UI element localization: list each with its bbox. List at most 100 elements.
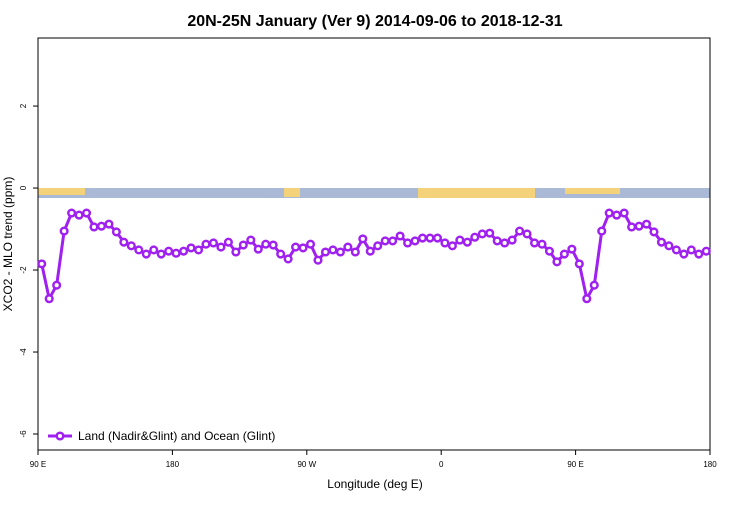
- ocean: [38, 188, 710, 198]
- legend-marker: [55, 431, 65, 441]
- plot-frame: [37, 37, 711, 451]
- point: [223, 237, 233, 247]
- point: [276, 249, 286, 259]
- point: [52, 280, 62, 290]
- point: [388, 236, 398, 246]
- point: [283, 254, 293, 264]
- y-tick-label: 0: [19, 185, 28, 190]
- point: [664, 241, 674, 251]
- point: [477, 229, 487, 239]
- point: [701, 246, 711, 256]
- point: [612, 210, 622, 220]
- point: [529, 238, 540, 248]
- point: [656, 237, 667, 247]
- point: [358, 234, 368, 244]
- x-tick-label: 180: [166, 460, 180, 469]
- point: [679, 249, 689, 259]
- point: [686, 245, 696, 255]
- point: [671, 245, 681, 255]
- point: [193, 245, 204, 255]
- point: [589, 280, 599, 290]
- point: [313, 255, 323, 265]
- point: [37, 259, 47, 269]
- point: [425, 233, 435, 243]
- land: [565, 188, 620, 194]
- point: [447, 241, 457, 251]
- point: [537, 239, 547, 249]
- point: [171, 248, 181, 258]
- point: [208, 238, 219, 248]
- y-tick-label: 2: [19, 103, 28, 108]
- y-tick-label: -4: [19, 348, 28, 356]
- point: [485, 228, 495, 238]
- point: [126, 241, 136, 251]
- land: [418, 188, 535, 198]
- y-axis-label: XCO2 - MLO trend (ppm): [1, 177, 15, 312]
- point: [694, 249, 704, 259]
- point: [141, 249, 151, 259]
- point: [500, 238, 510, 248]
- point: [216, 242, 226, 252]
- point: [104, 219, 114, 229]
- point: [134, 245, 144, 255]
- point: [74, 210, 84, 220]
- point: [574, 259, 584, 269]
- point: [365, 246, 375, 256]
- point: [335, 247, 345, 257]
- point: [432, 233, 443, 243]
- point: [59, 226, 69, 236]
- point: [268, 240, 278, 250]
- point: [179, 246, 189, 256]
- land: [284, 188, 300, 197]
- point: [619, 208, 629, 218]
- y-tick-label: -6: [19, 430, 28, 438]
- map-strip: [38, 188, 710, 198]
- x-tick-label: 90 E: [30, 460, 46, 469]
- point: [253, 244, 263, 254]
- point: [582, 294, 592, 304]
- x-axis-label: Longitude (deg E): [327, 477, 422, 491]
- point: [119, 237, 129, 247]
- point: [238, 240, 248, 250]
- legend-label: Land (Nadir&Glint) and Ocean (Glint): [78, 429, 275, 443]
- point: [246, 235, 256, 245]
- point: [604, 208, 614, 218]
- point: [343, 242, 353, 252]
- point: [462, 237, 472, 247]
- point: [634, 221, 644, 231]
- point: [89, 222, 99, 232]
- point: [291, 242, 301, 252]
- point: [67, 208, 77, 218]
- point: [44, 294, 54, 304]
- point: [507, 235, 517, 245]
- point: [410, 236, 420, 246]
- point: [261, 239, 271, 249]
- point: [492, 236, 502, 246]
- point: [164, 246, 174, 256]
- x-tick-label: 90 E: [567, 460, 583, 469]
- point: [440, 238, 450, 248]
- point: [455, 235, 465, 245]
- series-line: [40, 211, 707, 303]
- point: [380, 236, 390, 246]
- point: [417, 233, 428, 243]
- x-tick-label: 180: [703, 460, 717, 469]
- point: [597, 226, 607, 236]
- point: [81, 208, 92, 218]
- point: [552, 257, 562, 267]
- point: [201, 239, 211, 249]
- point: [350, 247, 360, 257]
- x-tick-label: 0: [439, 460, 444, 469]
- point: [305, 239, 316, 249]
- point: [373, 241, 383, 251]
- point: [231, 247, 241, 257]
- point: [522, 229, 532, 239]
- point: [328, 245, 338, 255]
- point: [515, 226, 525, 236]
- point: [298, 243, 308, 253]
- point: [641, 219, 652, 229]
- point: [111, 227, 121, 237]
- point: [559, 249, 569, 259]
- x-tick-label: 90 W: [297, 460, 316, 469]
- point: [470, 232, 480, 242]
